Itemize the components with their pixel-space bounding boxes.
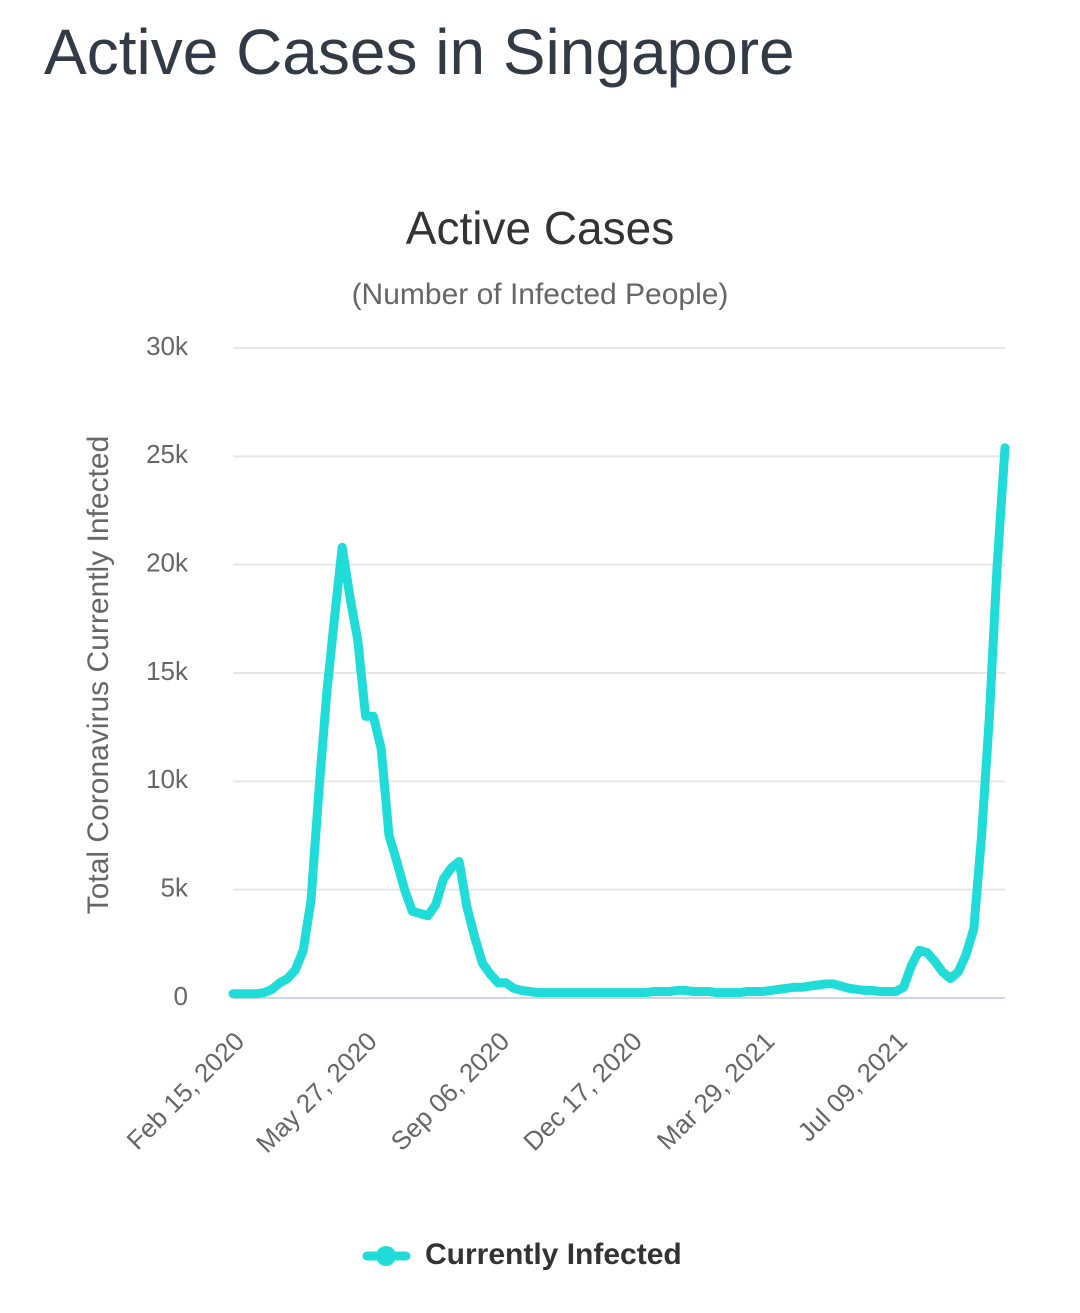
x-tick-label: Feb 15, 2020	[121, 1026, 251, 1156]
chart-subtitle: (Number of Infected People)	[352, 278, 729, 311]
y-tick-label: 5k	[161, 873, 189, 903]
y-tick-label: 0	[174, 981, 188, 1011]
legend-label: Currently Infected	[425, 1238, 682, 1271]
chart-title: Active Cases	[406, 202, 674, 254]
y-tick-label: 30k	[146, 331, 189, 361]
y-tick-label: 25k	[146, 439, 189, 469]
y-tick-label: 20k	[146, 548, 189, 578]
data-line	[228, 443, 1010, 999]
x-tick-label: Jul 09, 2021	[792, 1026, 913, 1147]
x-tick-label: Sep 06, 2020	[385, 1026, 516, 1157]
legend-marker	[376, 1246, 396, 1266]
y-axis-title: Total Coronavirus Currently Infected	[82, 436, 115, 915]
x-tick-label: Dec 17, 2020	[517, 1026, 648, 1157]
y-tick-label: 15k	[146, 656, 189, 686]
x-tick-label: May 27, 2020	[250, 1026, 383, 1159]
page-title: Active Cases in Singapore	[44, 16, 795, 88]
y-tick-label: 10k	[146, 764, 189, 794]
x-tick-label: Mar 29, 2021	[651, 1026, 781, 1156]
